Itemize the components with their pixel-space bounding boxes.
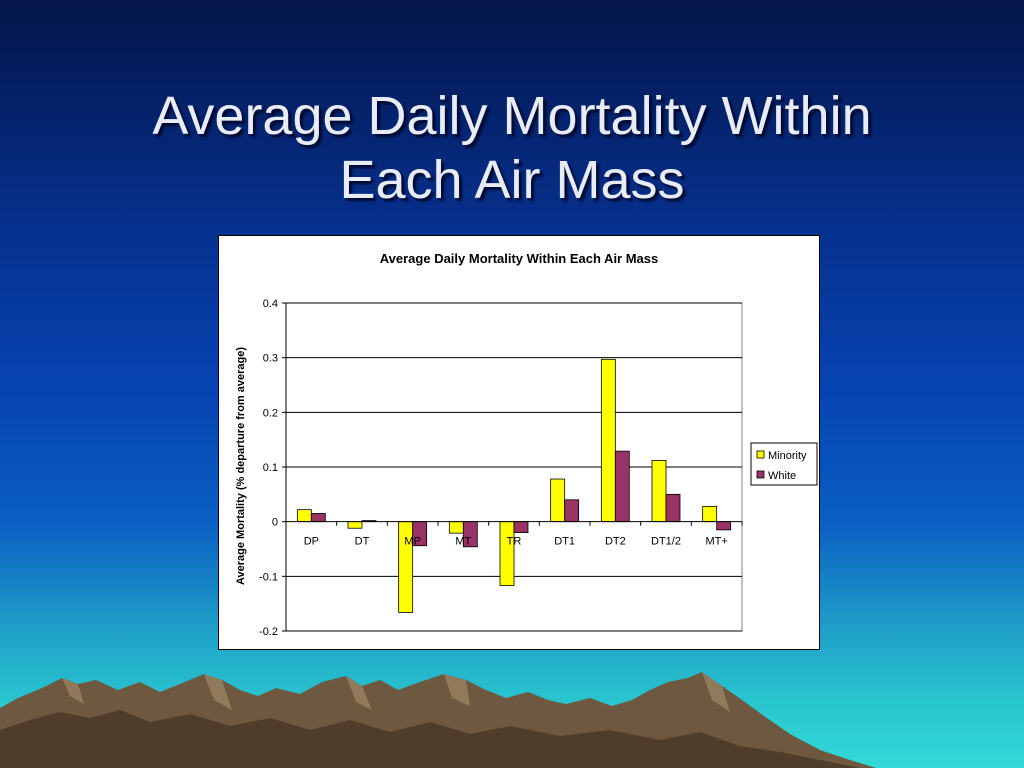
x-tick-label: MT (455, 536, 471, 548)
bar-minority-dt1 (550, 478, 566, 523)
legend-swatch-white (756, 470, 765, 479)
plot-area: -0.2 -0.1 0 0.1 0.2 0.3 0.4 DP DT MP MT TR DT1 DT2 DT1… (259, 298, 743, 638)
y-tick-label: -0.2 (259, 626, 278, 638)
x-tick-label: MP (404, 536, 421, 548)
x-tick-label: DT1/2 (651, 536, 681, 548)
y-tick-label: 0.4 (263, 298, 278, 310)
mountain-landscape (0, 672, 876, 768)
y-tick-label: 0.1 (263, 462, 278, 474)
bar-minority-dt2 (600, 358, 616, 523)
legend-label-minority: Minority (768, 450, 807, 462)
y-tick-label: 0.2 (263, 407, 278, 419)
slide-title-line-1: Average Daily Mortality Within (152, 86, 872, 146)
x-tick-label: DT1 (554, 536, 575, 548)
y-tick-label: -0.1 (259, 571, 278, 583)
bar-minority-tr (499, 521, 515, 587)
bar-minority-dt (347, 521, 363, 529)
x-tick-label: TR (507, 536, 522, 548)
bar-chart: Average Daily Mortality Within Each Air … (235, 251, 818, 638)
legend-swatch-minority (756, 450, 765, 459)
y-tick-label: 0 (272, 517, 278, 529)
y-axis-label: Average Mortality (% departure from aver… (235, 347, 247, 585)
bar-minority-dp (296, 509, 312, 523)
bar-minority-mt (702, 505, 718, 523)
bar-white-tr (513, 521, 529, 533)
x-tick-label: DT (355, 536, 370, 548)
slide-title-line-2: Each Air Mass (339, 150, 685, 210)
legend: Minority White (750, 442, 818, 486)
bar-white-dt1 (564, 499, 580, 523)
x-tick-label: DT2 (605, 536, 626, 548)
bar-white-dt12 (665, 493, 681, 523)
x-tick-label: DP (304, 536, 319, 548)
y-tick-label: 0.3 (263, 353, 278, 365)
bar-white-dt2 (614, 450, 630, 523)
chart-frame: Average Daily Mortality Within Each Air … (218, 235, 820, 650)
x-tick-label: MT+ (706, 536, 728, 548)
slide-title: Average Daily Mortality Within Each Air … (0, 84, 1024, 212)
bar-minority-mt (448, 521, 464, 534)
bar-white-dp (310, 513, 326, 523)
bar-white-mt (716, 521, 732, 531)
bar-minority-dt12 (651, 460, 667, 523)
chart-title: Average Daily Mortality Within Each Air … (380, 251, 659, 266)
legend-label-white: White (768, 470, 796, 482)
